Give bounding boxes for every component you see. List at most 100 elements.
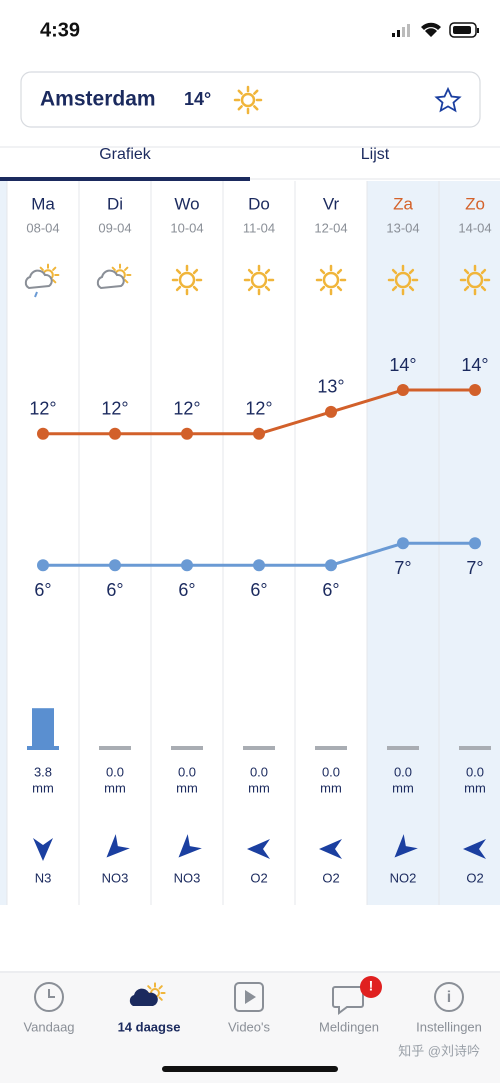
low-temperature-label: 7° xyxy=(394,558,411,578)
nav-icon: i xyxy=(434,982,464,1012)
high-temperature-dot xyxy=(397,384,409,396)
high-temperature-label: 14° xyxy=(389,355,416,375)
sun-ray xyxy=(111,266,116,271)
low-temperature-dot xyxy=(397,537,409,550)
sun-core xyxy=(322,271,340,289)
wind-label: O2 xyxy=(322,870,339,885)
rain-unit: mm xyxy=(464,780,486,795)
day-name: Vr xyxy=(323,194,340,213)
rain-amount: 0.0 xyxy=(466,764,484,779)
nav-label: 14 daagse xyxy=(118,1019,181,1034)
high-temperature-label: 12° xyxy=(173,399,200,419)
sun-ray xyxy=(463,285,470,292)
rain-bar xyxy=(459,746,491,750)
rain-bar xyxy=(243,746,275,750)
sun-core xyxy=(394,271,412,289)
high-temperature-label: 12° xyxy=(245,399,272,419)
wind-arrow xyxy=(394,834,418,858)
rain-amount: 0.0 xyxy=(106,764,124,779)
sun-ray xyxy=(237,105,243,111)
nav-icon xyxy=(129,982,166,1006)
sun-ray xyxy=(124,266,129,271)
rain-base xyxy=(27,746,59,750)
day-date: 14-04 xyxy=(458,220,491,235)
day-name: Wo xyxy=(174,194,199,213)
tab-grafiek[interactable]: Grafiek xyxy=(99,146,152,163)
nav-item[interactable]: Video's xyxy=(228,982,270,1034)
rain-bar xyxy=(99,746,131,750)
sun-ray xyxy=(480,285,487,292)
nav-item[interactable]: 14 daagse xyxy=(118,982,181,1034)
sun-ray xyxy=(480,268,487,275)
day-name: Za xyxy=(393,194,413,213)
status-icons xyxy=(392,22,479,38)
rain-unit: mm xyxy=(104,780,126,795)
sun-ray xyxy=(391,285,398,292)
location-temperature: 14° xyxy=(184,89,211,109)
high-temperature-label: 12° xyxy=(29,399,56,419)
rain-unit: mm xyxy=(392,780,414,795)
location-card[interactable] xyxy=(20,71,481,128)
nav-icon xyxy=(34,982,64,1012)
nav-icon: ! xyxy=(332,976,382,1015)
nav-item[interactable]: i Instellingen xyxy=(416,982,482,1034)
sun-ray xyxy=(124,279,129,284)
sun-ray xyxy=(336,285,343,292)
sun-core xyxy=(466,271,484,289)
location-weather-icon xyxy=(233,85,263,115)
low-temperature-dot xyxy=(325,559,337,572)
low-temperature-label: 7° xyxy=(466,558,483,578)
high-temperature-label: 14° xyxy=(461,355,488,375)
wind-arrow xyxy=(463,839,486,859)
sun-ray xyxy=(39,266,44,271)
sun-ray xyxy=(408,285,415,292)
rain-bar xyxy=(315,746,347,750)
location-city: Amsterdam xyxy=(40,88,156,111)
low-temperature-label: 6° xyxy=(34,580,51,600)
video-frame xyxy=(234,982,264,1012)
day-date: 08-04 xyxy=(26,220,59,235)
weather-icon xyxy=(459,264,491,296)
weather-icon xyxy=(171,264,203,296)
tab-indicator xyxy=(0,177,250,181)
sun-ray xyxy=(52,266,57,271)
weather-icon xyxy=(243,264,275,296)
day-date: 11-04 xyxy=(243,220,275,235)
rain-amount: 0.0 xyxy=(250,764,268,779)
wind-label: N3 xyxy=(35,870,52,885)
low-temperature-dot xyxy=(109,559,121,572)
low-temperature-label: 6° xyxy=(250,580,267,600)
forecast-grid: Ma08-0412°6°3.8mmN3Di09-0412°6°0.0mmNO3W… xyxy=(0,181,500,905)
wind-arrow xyxy=(247,839,270,859)
rain-bar xyxy=(32,708,54,750)
day-date: 12-04 xyxy=(314,220,347,235)
sun-ray xyxy=(192,268,199,275)
high-temperature-label: 12° xyxy=(101,399,128,419)
wind-arrow xyxy=(106,834,130,858)
nav-item[interactable]: ! Meldingen xyxy=(319,976,382,1034)
sun-core xyxy=(178,271,196,289)
sun-ray xyxy=(237,89,243,95)
low-temperature-dot xyxy=(469,537,481,550)
rain-unit: mm xyxy=(320,780,342,795)
tab-lijst[interactable]: Lijst xyxy=(361,146,390,163)
wind-label: NO3 xyxy=(174,870,201,885)
sun-ray xyxy=(192,285,199,292)
favorite-star[interactable] xyxy=(434,86,462,113)
nav-icon xyxy=(234,982,264,1012)
nav-item[interactable]: Vandaag xyxy=(23,982,75,1034)
sun-ray xyxy=(319,268,326,275)
cloud xyxy=(129,988,158,1006)
day-date: 09-04 xyxy=(98,220,131,235)
bottom-nav xyxy=(0,973,500,1083)
day-date: 13-04 xyxy=(386,220,419,235)
nav-label: Video's xyxy=(228,1019,270,1034)
rain-amount: 0.0 xyxy=(322,764,340,779)
low-temperature-dot xyxy=(253,559,265,572)
weather-icon xyxy=(24,263,60,298)
sun-ray xyxy=(336,268,343,275)
rain-amount: 3.8 xyxy=(34,764,52,779)
wind-arrow xyxy=(33,838,53,861)
sun-ray xyxy=(253,105,259,111)
